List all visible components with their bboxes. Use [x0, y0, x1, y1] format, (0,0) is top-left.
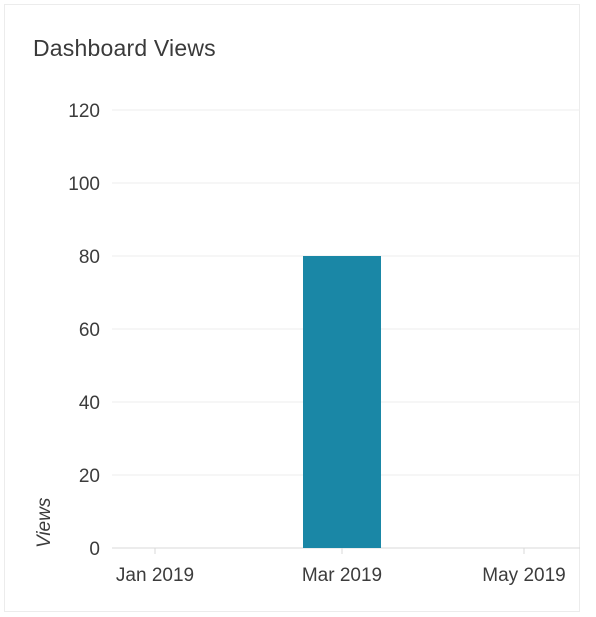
y-tick-label: 20 [79, 466, 100, 487]
bar-mar-2019 [303, 256, 381, 548]
y-tick-label: 40 [79, 393, 100, 414]
y-tick-label: 0 [89, 539, 100, 560]
y-tick-label: 80 [79, 247, 100, 268]
x-tick-label: Mar 2019 [302, 565, 382, 586]
chart-card: Dashboard Views [4, 4, 580, 612]
x-tick-label: Jan 2019 [116, 565, 194, 586]
y-tick-label: 120 [68, 101, 100, 122]
y-tick-label: 100 [68, 174, 100, 195]
y-axis-label: Views [34, 497, 55, 548]
chart-title: Dashboard Views [33, 35, 216, 61]
y-tick-label: 60 [79, 320, 100, 341]
x-tick-label: May 2019 [482, 565, 565, 586]
